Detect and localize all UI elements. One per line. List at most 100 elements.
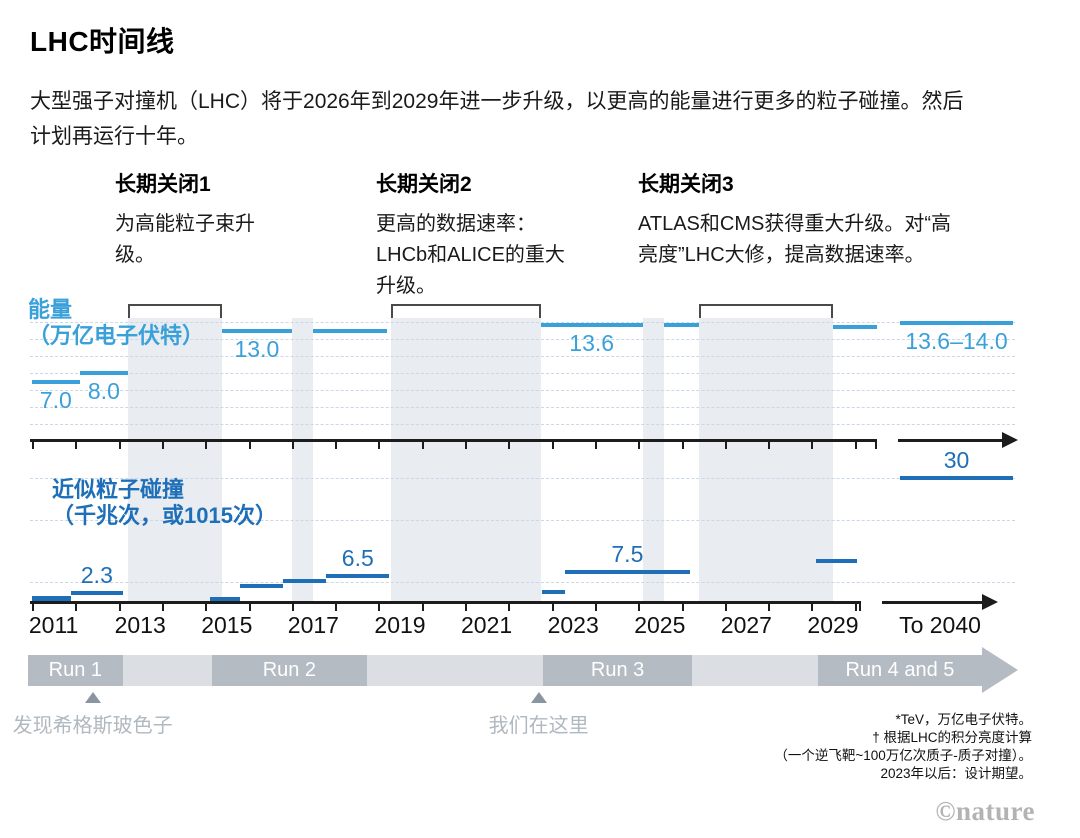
axis-tick [465,604,467,611]
collisions-gridline [30,519,1015,521]
axis-tick [205,604,208,611]
energy-gridline [30,356,1015,357]
axis-tick [335,442,338,449]
axis-tick [248,604,251,611]
axis-tick [118,604,121,611]
axis-tick [508,604,511,611]
axis-tick [724,442,727,449]
collisions-gridline [30,478,1015,479]
marker-triangle-icon [84,692,101,703]
nature-logo: ©nature [935,796,1035,826]
run-arrowhead-icon [982,647,1018,693]
energy-segment [222,328,292,333]
year-label-2027: 2027 [720,612,772,638]
collisions-value-label: 2.3 [80,562,113,589]
run-bar-run-2: Run 2 [211,655,368,686]
collisions-segment [564,569,691,574]
energy-value-label: 13.0 [234,335,280,362]
axis-tick [551,442,554,449]
collisions-segment [239,584,284,589]
axis-end-tick [875,439,877,449]
axis-tick [638,604,641,611]
axis-tick [768,442,771,449]
collisions-gridline [30,582,1015,584]
energy-gridline [30,390,1015,391]
run-gap-bar [692,655,818,686]
shutdown-1-annotation: 长期关闭1 为高能粒子束升 级。 [115,168,325,271]
axis-tick [161,604,164,611]
collisions-segment [542,589,565,594]
axis-tick [421,442,424,449]
year-label-2017: 2017 [287,612,339,638]
collisions-axis-label: 近似粒子碰撞 （千兆次，或1015次） [52,477,277,528]
year-label-future: To 2040 [899,612,981,638]
shutdown-2-title: 长期关闭2 [376,173,472,196]
axis-tick [291,442,294,449]
footnotes: *TeV，万亿电子伏特。 † 根据LHC的积分亮度计算 （一个逆飞靶~100万亿… [774,712,1032,781]
collisions-segment [326,573,390,578]
axis-tick [335,604,338,611]
energy-segment [900,320,1013,325]
shutdown-3-desc: ATLAS和CMS获得重大升级。对“高 亮度”LHC大修，提高数据速率。 [638,213,951,266]
axis-tick [465,442,467,449]
energy-axis [30,439,877,442]
energy-value-label: 13.6–14.0 [905,327,1008,354]
shutdown-3-title: 长期关闭3 [638,173,734,196]
arrowhead-icon [982,594,998,610]
arrowhead-icon [1002,432,1018,448]
axis-tick [248,442,251,449]
page-subtitle: 大型强子对撞机（LHC）将于2026年到2029年进一步升级，以更高的能量进行更… [30,90,964,148]
axis-tick [638,442,641,449]
collisions-segment [815,559,857,564]
year-label-2023: 2023 [547,612,599,638]
axis-tick [32,442,34,449]
energy-value-label: 8.0 [87,378,120,404]
shutdown-3-annotation: 长期关闭3 ATLAS和CMS获得重大升级。对“高 亮度”LHC大修，提高数据速… [638,168,1048,271]
collisions-segment [209,596,240,601]
axis-end-tick [859,601,861,611]
axis-tick [378,604,381,611]
axis-tick [854,604,857,611]
axis-tick [75,442,78,449]
axis-tick [118,442,121,449]
marker-caption: 我们在这里 [488,715,589,737]
energy-segment [79,371,129,375]
collisions-segment [71,591,123,596]
run-bar-run-4-and-5: Run 4 and 5 [817,655,982,686]
energy-segment [32,379,80,384]
axis-tick [205,442,208,449]
energy-segment [833,325,878,330]
axis-tick [594,604,597,611]
axis-tick [681,442,684,449]
energy-gridline [30,407,1015,408]
shutdown-1-title: 长期关闭1 [115,173,211,196]
run-gap-bar [367,655,543,686]
shutdown-bracket [391,304,541,318]
shutdown-bracket [698,304,833,318]
energy-gridline [30,322,1015,323]
collisions-segment [32,595,71,601]
shutdown-band [128,318,223,603]
shutdown-band [291,318,314,603]
energy-axis-label: 能量 （万亿电子伏特） [28,297,205,348]
shutdown-band [391,318,541,603]
energy-segment [664,323,699,328]
axis-tick [378,442,381,449]
collisions-value-label: 6.5 [341,544,374,571]
collisions-segment [283,579,327,584]
year-label-2019: 2019 [374,612,426,638]
axis-tick [421,604,424,611]
marker-caption: 发现希格斯玻色子 [12,715,173,737]
shutdown-2-desc: 更高的数据速率： LHCb和ALICE的重大 升级。 [376,213,565,297]
axis-tick [811,604,814,611]
axis-tick [551,604,554,611]
axis-tick [161,442,164,449]
axis-tick [768,604,771,611]
year-label-2015: 2015 [201,612,253,638]
axis-tick [594,442,597,449]
axis-tick [32,604,34,611]
shutdown-band [642,318,665,603]
year-label-2013: 2013 [114,612,166,638]
